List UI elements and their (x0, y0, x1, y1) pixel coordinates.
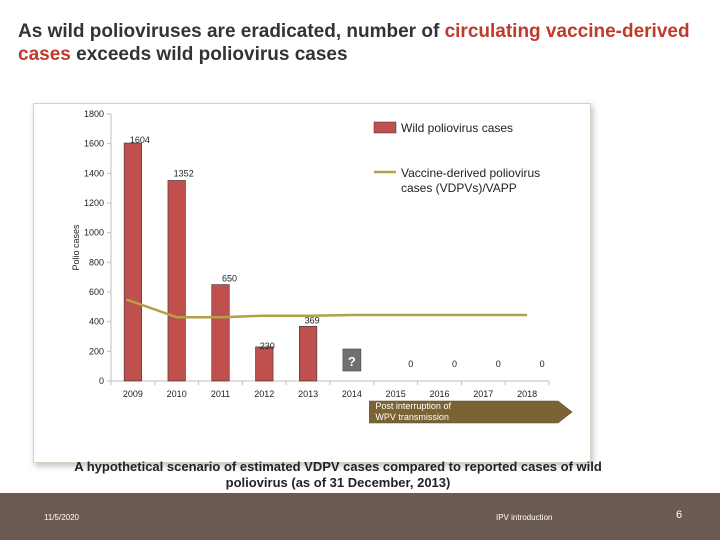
bar-wild-poliovirus (299, 325, 318, 382)
x-tick-label: 2009 (123, 389, 143, 399)
title-part-1: As wild polioviruses are eradicated, num… (18, 21, 445, 42)
y-tick-label: 1600 (84, 139, 104, 149)
data-label: 650 (222, 274, 237, 284)
x-tick-label: 2016 (429, 389, 449, 399)
x-tick-label: 2018 (517, 389, 537, 399)
data-label: 230 (260, 341, 275, 351)
data-label: 0 (496, 359, 501, 369)
unknown-value-box (342, 348, 362, 372)
footer-center-text: IPV introduction (496, 513, 553, 522)
page-number: 6 (676, 509, 683, 521)
y-tick-label: 0 (99, 376, 104, 386)
footer-date: 11/5/2020 (44, 513, 79, 522)
x-tick-label: 2013 (298, 389, 318, 399)
annotation-arrow (369, 400, 573, 424)
legend-label-vdpv: Vaccine-derived poliovirus cases (VDPVs)/… (401, 166, 540, 195)
data-label: 0 (452, 359, 457, 369)
title-part-2: exceeds wild poliovirus cases (70, 44, 348, 65)
y-axis-label: Polio cases (71, 224, 81, 271)
chart-caption: A hypothetical scenario of estimated VDP… (74, 459, 602, 490)
title-highlight: circulating vaccine-derived cases (18, 21, 690, 65)
x-tick-label: 2011 (211, 389, 230, 399)
data-label: 0 (408, 359, 413, 369)
y-tick-label: 400 (89, 317, 104, 327)
y-tick-label: 1400 (84, 168, 104, 178)
y-tick-label: 200 (89, 346, 104, 356)
line-vdpv (125, 298, 528, 319)
x-tick-label: 2014 (342, 389, 362, 399)
y-tick-label: 800 (89, 257, 104, 267)
legend-swatch-wild (373, 121, 397, 134)
legend-label-wild: Wild poliovirus cases (401, 121, 513, 135)
data-label: 1352 (174, 168, 194, 178)
y-tick-label: 1800 (84, 109, 104, 119)
data-label: 1604 (130, 135, 150, 145)
data-label: 369 (305, 315, 320, 325)
bar-wild-poliovirus (167, 180, 186, 382)
bar-wild-poliovirus (255, 346, 274, 382)
chart-frame: 0 200 400 600 800 1000 1200 1400 1600 1800 Polio c… (33, 103, 591, 463)
x-tick-label: 2010 (167, 389, 187, 399)
polio-chart: 0 200 400 600 800 1000 1200 1400 1600 1800 Polio c… (71, 109, 573, 424)
y-tick-label: 1200 (84, 198, 104, 208)
bar-wild-poliovirus (211, 284, 230, 382)
bar-wild-poliovirus (123, 142, 142, 382)
y-tick-label: 1000 (84, 228, 104, 238)
x-tick-label: 2012 (254, 389, 274, 399)
slide-title: As wild polioviruses are eradicated, num… (18, 20, 708, 66)
x-tick-label: 2015 (386, 389, 406, 399)
annotation-text: Post interruption of WPV transmission (375, 401, 451, 422)
y-tick-label: 600 (89, 287, 104, 297)
x-tick-label: 2017 (473, 389, 493, 399)
footer-bar: 11/5/2020 IPV introduction 6 (0, 493, 720, 540)
data-label: ? (348, 354, 356, 369)
data-label: 0 (540, 359, 545, 369)
